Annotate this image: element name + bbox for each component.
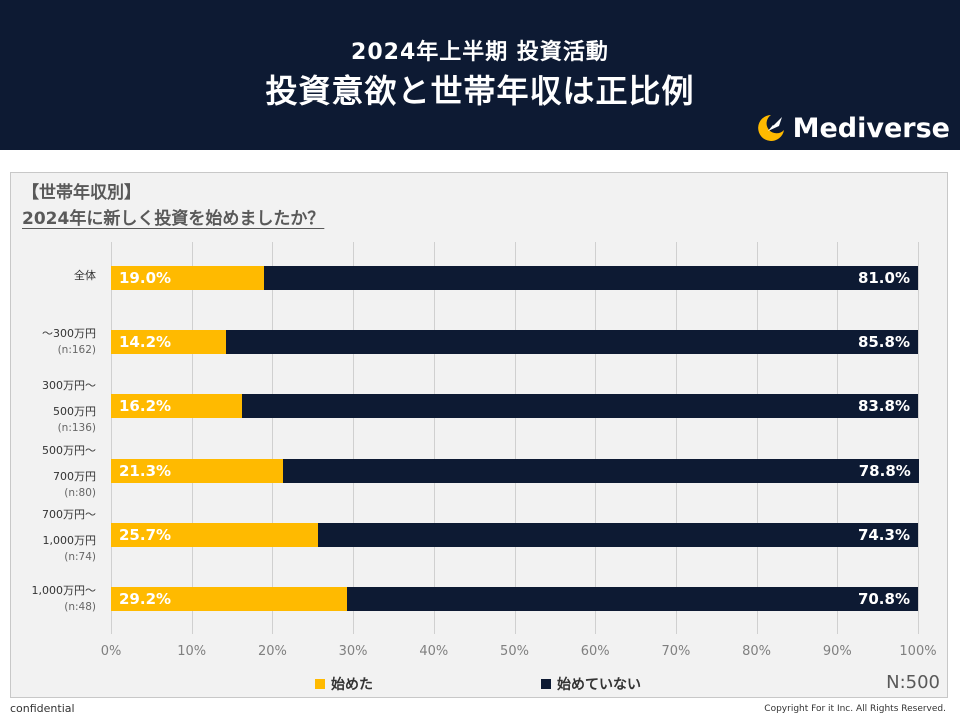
category-text: 300万円～ <box>42 379 96 392</box>
confidential-note: confidential <box>10 702 75 715</box>
category-label: 700万円～ 1,000万円 (n:74) <box>2 507 96 565</box>
bar-started <box>111 459 283 483</box>
x-tick-label: 100% <box>899 644 937 659</box>
x-tick-label: 20% <box>257 644 287 659</box>
bar-not-started <box>318 523 918 547</box>
x-tick-label: 80% <box>742 644 772 659</box>
gridline <box>756 242 758 634</box>
gridline <box>272 242 274 634</box>
bar-started <box>111 266 265 290</box>
gridline <box>353 242 355 634</box>
category-n: (n:80) <box>64 487 96 499</box>
category-text: ～300万円 <box>42 327 96 340</box>
sample-size: N:500 <box>886 672 940 693</box>
data-label-started: 16.2% <box>119 397 172 415</box>
category-n: (n:48) <box>64 601 96 613</box>
gridline <box>433 242 435 634</box>
legend-item-started: 始めた <box>315 674 373 694</box>
gridline <box>191 242 193 634</box>
data-label-not-started: 74.3% <box>857 526 910 544</box>
gridline <box>111 242 112 634</box>
x-tick-label: 90% <box>822 644 852 659</box>
x-tick-label: 40% <box>419 644 449 659</box>
title-line1: 2024年上半期 投資活動 <box>351 40 609 65</box>
moon-rocket-icon <box>757 115 784 141</box>
bar-not-started <box>346 587 918 611</box>
header-banner: 2024年上半期 投資活動 投資意欲と世帯年収は正比例 Mediverse <box>0 0 960 150</box>
x-tick-label: 70% <box>661 644 691 659</box>
x-tick-label: 30% <box>338 644 368 659</box>
data-label-not-started: 85.8% <box>857 333 910 351</box>
bar-started <box>111 330 226 354</box>
bar-not-started <box>264 266 918 290</box>
category-text: 500万円～ <box>42 444 96 457</box>
data-label-started: 14.2% <box>119 333 172 351</box>
brand-logo: Mediverse <box>755 112 950 144</box>
bar-started <box>111 587 347 611</box>
bar-started <box>111 394 242 418</box>
category-text: 700万円～ <box>42 508 96 521</box>
category-label: 全体 <box>2 268 96 284</box>
bar-not-started <box>241 394 918 418</box>
brand-name: Mediverse <box>792 112 950 144</box>
data-label-started: 29.2% <box>119 590 172 608</box>
category-text: 700万円 <box>53 470 96 483</box>
data-label-not-started: 70.8% <box>857 590 910 608</box>
gridline <box>595 242 597 634</box>
x-tick-label: 10% <box>177 644 207 659</box>
bar-started <box>111 523 319 547</box>
gridline <box>918 242 919 634</box>
data-label-not-started: 81.0% <box>857 269 910 287</box>
gridline <box>514 242 516 634</box>
section-label: 【世帯年収別】 <box>22 183 141 203</box>
legend-label-not-started: 始めていない <box>557 677 641 693</box>
category-text: 1,000万円 <box>42 534 97 547</box>
gridline <box>837 242 839 634</box>
gridline <box>675 242 677 634</box>
category-text: 1,000万円～ <box>31 584 97 597</box>
category-n: (n:74) <box>64 551 96 563</box>
category-text: 500万円 <box>53 405 96 418</box>
legend-label-started: 始めた <box>331 677 373 693</box>
data-label-started: 21.3% <box>119 462 172 480</box>
data-label-not-started: 83.8% <box>857 397 910 415</box>
copyright: Copyright For it Inc. All Rights Reserve… <box>764 704 946 714</box>
category-label: ～300万円 (n:162) <box>2 326 96 358</box>
legend-swatch-not-started <box>541 679 551 689</box>
question-text: 2024年に新しく投資を始めましたか？ <box>22 209 325 229</box>
legend-swatch-started <box>315 679 325 689</box>
category-label: 1,000万円～ (n:48) <box>2 583 97 615</box>
legend-item-not-started: 始めていない <box>541 674 641 694</box>
x-tick-label: 0% <box>100 644 122 659</box>
data-label-started: 19.0% <box>119 269 172 287</box>
category-n: (n:136) <box>57 422 96 434</box>
category-label: 500万円～ 700万円 (n:80) <box>2 443 96 501</box>
title-line2: 投資意欲と世帯年収は正比例 <box>265 72 695 110</box>
x-tick-label: 60% <box>580 644 610 659</box>
category-label: 300万円～ 500万円 (n:136) <box>2 378 96 436</box>
data-label-started: 25.7% <box>119 526 172 544</box>
x-tick-label: 50% <box>500 644 529 659</box>
category-n: (n:162) <box>57 344 96 356</box>
chart-panel <box>10 172 948 698</box>
data-label-not-started: 78.8% <box>858 462 911 480</box>
category-text: 全体 <box>74 269 96 282</box>
bar-not-started <box>282 459 919 483</box>
bar-not-started <box>225 330 918 354</box>
